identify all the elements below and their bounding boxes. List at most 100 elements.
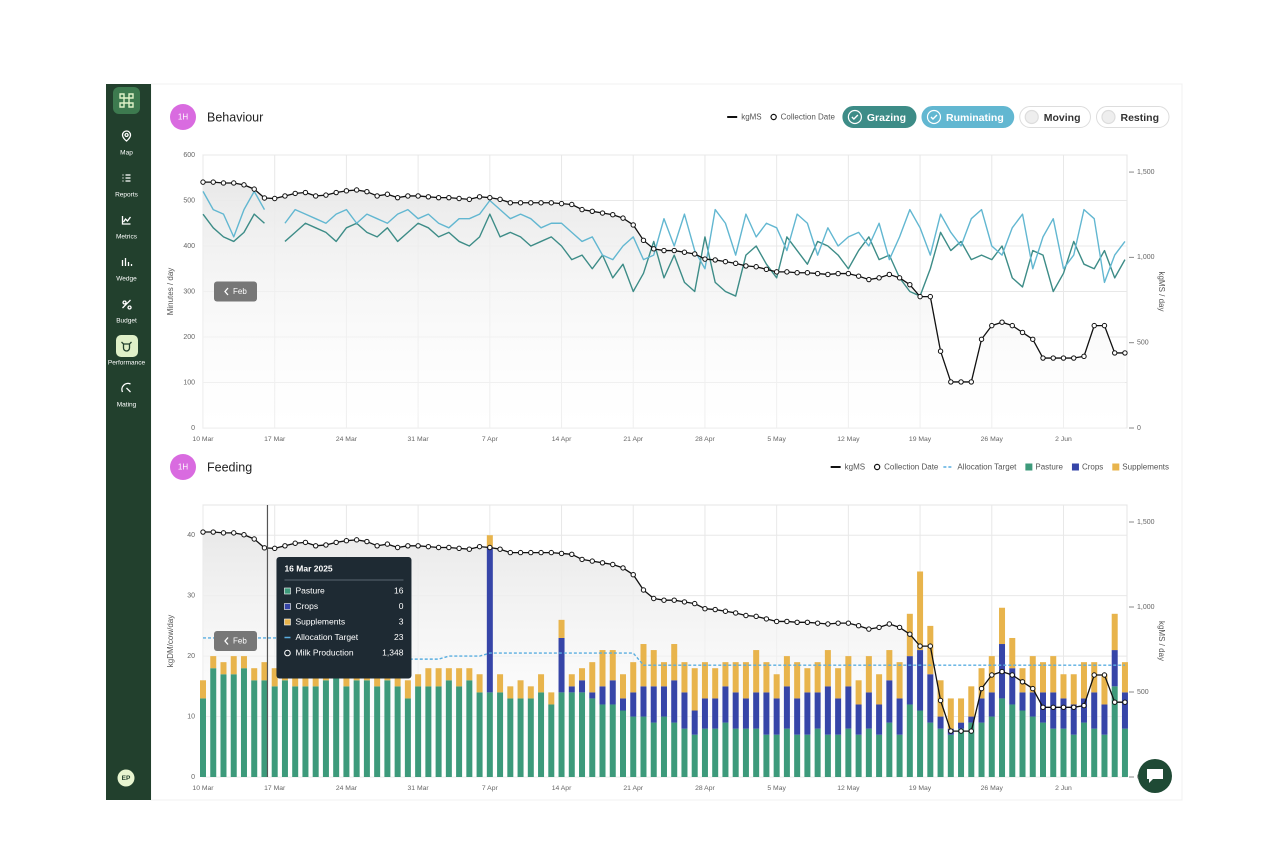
bar-segment bbox=[988, 716, 995, 777]
y-tick-label: 400 bbox=[183, 243, 195, 250]
nav-item[interactable]: Map bbox=[120, 130, 133, 157]
series-toggle[interactable]: Moving bbox=[1019, 106, 1091, 128]
collection-marker bbox=[917, 643, 923, 649]
chart: 1H Feeding 0 10 20 30 40 0 500 1,000 1,500 10 Mar 17… bbox=[166, 454, 1169, 792]
collection-marker bbox=[1050, 355, 1056, 361]
collection-marker bbox=[671, 247, 677, 254]
bar-segment bbox=[712, 668, 719, 699]
legend-swatch bbox=[770, 113, 777, 121]
collection-marker bbox=[855, 273, 862, 279]
toggle-pill bbox=[842, 106, 917, 128]
bar-segment bbox=[497, 692, 504, 777]
collection-marker bbox=[466, 196, 473, 203]
bar-segment bbox=[978, 722, 985, 777]
bar-segment bbox=[1019, 692, 1026, 711]
collection-marker bbox=[548, 200, 554, 206]
bar-segment bbox=[876, 734, 883, 777]
bar-segment bbox=[1121, 692, 1128, 729]
nav-item[interactable]: Reports bbox=[115, 174, 139, 199]
back-button-bg bbox=[214, 631, 257, 651]
collection-marker bbox=[610, 212, 616, 218]
collection-marker bbox=[989, 672, 995, 678]
bar-segment bbox=[240, 656, 247, 669]
bar-segment bbox=[620, 674, 626, 699]
nav-item[interactable]: Performance bbox=[108, 335, 146, 367]
bar-segment bbox=[1009, 704, 1016, 777]
avatar[interactable]: EP bbox=[117, 769, 135, 787]
nav-icon bbox=[121, 216, 132, 225]
toggle-check bbox=[1024, 109, 1039, 125]
bar-segment bbox=[589, 692, 596, 699]
bar-segment bbox=[568, 686, 575, 693]
bar-segment bbox=[1009, 637, 1016, 669]
bar-segment bbox=[200, 680, 206, 699]
collection-marker bbox=[507, 549, 514, 556]
bar-segment bbox=[599, 686, 606, 705]
collection-marker bbox=[630, 572, 636, 578]
logo-tile bbox=[113, 87, 140, 114]
bar-segment bbox=[886, 680, 893, 723]
collection-marker bbox=[579, 206, 585, 213]
toggle-pill bbox=[921, 106, 1015, 128]
back-button[interactable]: Feb bbox=[214, 281, 257, 302]
collection-marker bbox=[876, 624, 882, 631]
y2-tick-label: 1,000 bbox=[1137, 604, 1155, 611]
x-tick-label: 24 Mar bbox=[336, 785, 358, 792]
bar-segment bbox=[906, 704, 913, 777]
bar-segment bbox=[896, 734, 903, 777]
y-tick-label: 40 bbox=[187, 532, 195, 539]
bar-segment bbox=[343, 686, 350, 777]
bar-segment bbox=[1091, 728, 1098, 777]
back-button[interactable]: Feb bbox=[214, 631, 257, 651]
series-toggle[interactable]: Resting bbox=[1095, 106, 1170, 128]
bar-segment bbox=[374, 686, 381, 777]
bar-segment bbox=[1019, 710, 1026, 777]
y-tick-label: 200 bbox=[183, 334, 195, 341]
collection-marker bbox=[282, 193, 288, 199]
series-toggle[interactable]: Ruminating bbox=[921, 106, 1015, 128]
bar-segment bbox=[804, 668, 811, 693]
collection-marker bbox=[855, 623, 862, 629]
series-toggle[interactable]: Grazing bbox=[842, 106, 917, 128]
bar-segment bbox=[353, 680, 360, 777]
bar-segment bbox=[814, 728, 821, 777]
collection-marker bbox=[435, 194, 442, 201]
x-tick-label: 10 Mar bbox=[192, 785, 214, 792]
collection-marker bbox=[692, 600, 698, 607]
y2-axis-label: kgMS / day bbox=[1157, 621, 1166, 661]
collection-marker bbox=[937, 697, 944, 704]
collection-marker bbox=[968, 728, 974, 734]
bar-segment bbox=[845, 728, 852, 777]
bar-segment bbox=[794, 698, 801, 735]
bar-segment bbox=[579, 692, 586, 777]
collection-marker bbox=[978, 685, 985, 692]
avatar-initials: EP bbox=[122, 775, 131, 782]
bar-segment bbox=[691, 710, 698, 735]
legend: Resting Moving Ruminating Grazing Collection… bbox=[727, 106, 1170, 128]
bar-segment bbox=[425, 686, 432, 777]
nav-item[interactable]: Wedge bbox=[116, 258, 137, 283]
bar-segment bbox=[824, 650, 831, 687]
bar-segment bbox=[466, 680, 473, 777]
nav-label: Budget bbox=[116, 318, 137, 325]
bar-segment bbox=[456, 686, 463, 777]
logo[interactable] bbox=[113, 87, 140, 114]
collection-marker bbox=[732, 260, 739, 267]
collection-marker bbox=[538, 549, 544, 556]
collection-marker bbox=[907, 281, 913, 288]
bar-segment bbox=[742, 728, 749, 777]
nav-item[interactable]: Budget bbox=[116, 299, 137, 325]
bar-segment bbox=[650, 722, 657, 777]
collection-marker bbox=[671, 597, 677, 603]
collection-marker bbox=[1019, 679, 1026, 685]
chart: 1H Behaviour 0 100 200 300 400 500 600 0 500 1,000 1… bbox=[166, 104, 1170, 443]
nav-item[interactable]: Mating bbox=[117, 382, 137, 409]
collection-marker bbox=[640, 237, 647, 244]
chat-button[interactable] bbox=[1138, 759, 1172, 793]
series-line bbox=[284, 199, 1126, 284]
bar-segment bbox=[660, 686, 667, 717]
bar-segment bbox=[742, 662, 749, 699]
nav-item[interactable]: Metrics bbox=[116, 216, 138, 241]
bar-segment bbox=[1050, 656, 1057, 693]
nav-icon bbox=[121, 258, 133, 266]
